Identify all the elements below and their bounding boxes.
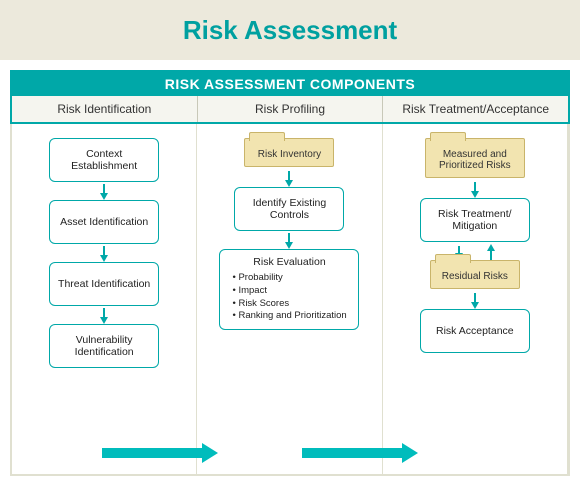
diagram-canvas: RISK ASSESSMENT COMPONENTS Risk Identifi…	[0, 60, 580, 476]
bullet-ranking: Ranking and Prioritization	[232, 310, 352, 323]
header-columns: Risk Identification Risk Profiling Risk …	[12, 96, 568, 122]
flow-arrow-right-icon	[302, 446, 418, 460]
header-col-profiling: Risk Profiling	[198, 96, 384, 122]
box-vulnerability-identification: Vulnerability Identification	[49, 324, 159, 368]
body-columns: Context Establishment Asset Identificati…	[10, 124, 570, 476]
col-identification: Context Establishment Asset Identificati…	[12, 124, 197, 474]
header-col-treatment: Risk Treatment/Acceptance	[383, 96, 568, 122]
bullet-impact: Impact	[232, 285, 352, 298]
header-block: RISK ASSESSMENT COMPONENTS Risk Identifi…	[10, 70, 570, 124]
arrow-down-icon	[100, 317, 108, 324]
arrow-down-icon	[285, 242, 293, 249]
folder-measured-risks: Measured and Prioritized Risks	[425, 138, 525, 178]
col-profiling: Risk Inventory Identify Existing Control…	[197, 124, 382, 474]
header-col-identification: Risk Identification	[12, 96, 198, 122]
arrow-down-icon	[285, 180, 293, 187]
page-title: Risk Assessment	[183, 15, 397, 46]
box-context-establishment: Context Establishment	[49, 138, 159, 182]
folder-residual-risks: Residual Risks	[430, 260, 520, 289]
arrow-down-icon	[471, 302, 479, 309]
box-threat-identification: Threat Identification	[49, 262, 159, 306]
header-band: RISK ASSESSMENT COMPONENTS	[12, 72, 568, 96]
bullet-probability: Probability	[232, 272, 352, 285]
risk-evaluation-bullets: Probability Impact Risk Scores Ranking a…	[226, 272, 352, 323]
arrow-down-icon	[100, 255, 108, 262]
box-identify-controls: Identify Existing Controls	[234, 187, 344, 231]
folder-risk-inventory: Risk Inventory	[244, 138, 334, 167]
box-risk-acceptance: Risk Acceptance	[420, 309, 530, 353]
box-asset-identification: Asset Identification	[49, 200, 159, 244]
flow-arrow-right-icon	[102, 446, 218, 460]
arrow-up-icon	[487, 244, 495, 251]
bullet-risk-scores: Risk Scores	[232, 298, 352, 311]
title-bar: Risk Assessment	[0, 0, 580, 60]
box-risk-evaluation: Risk Evaluation Probability Impact Risk …	[219, 249, 359, 330]
box-risk-treatment: Risk Treatment/ Mitigation	[420, 198, 530, 242]
arrow-down-icon	[100, 193, 108, 200]
col-treatment: Measured and Prioritized Risks Risk Trea…	[383, 124, 568, 474]
arrow-down-icon	[471, 191, 479, 198]
box-risk-evaluation-title: Risk Evaluation	[253, 256, 325, 268]
